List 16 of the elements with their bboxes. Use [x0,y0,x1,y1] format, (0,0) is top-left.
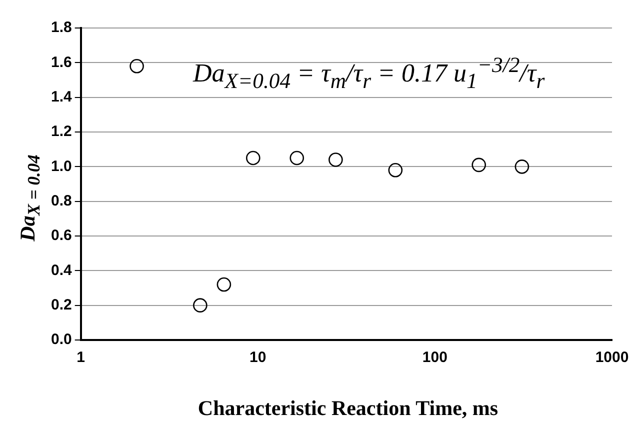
y-tick-label: 0.2 [50,296,72,314]
y-tick-label: 1.2 [50,123,72,140]
x-tick-label: 1 [76,349,86,366]
y-tick-label: 0.0 [50,331,72,348]
text: Da$_{X=0.04}$ = τ$_{m}$/τ$_{r}$ = 0.17 u$_{1}$$^{−3/2}$/τ$_{r}$ [193,53,545,93]
x-axis-title: Characteristic Reaction Time, ms [196,396,500,421]
y-tick-label: 1.0 [50,158,72,175]
y-tick-label: 0.4 [50,262,72,279]
x-tick-label: 1000 [595,349,629,366]
y-tick-label: 1.8 [50,19,72,36]
y-tick-label: 1.6 [50,54,72,71]
y-tick-label: 0.8 [50,192,72,210]
x-tick-label: 10 [250,349,266,366]
y-tick-label: 1.4 [50,88,72,106]
y-tick-label: 0.6 [50,227,72,244]
x-tick-label: 100 [422,349,448,366]
